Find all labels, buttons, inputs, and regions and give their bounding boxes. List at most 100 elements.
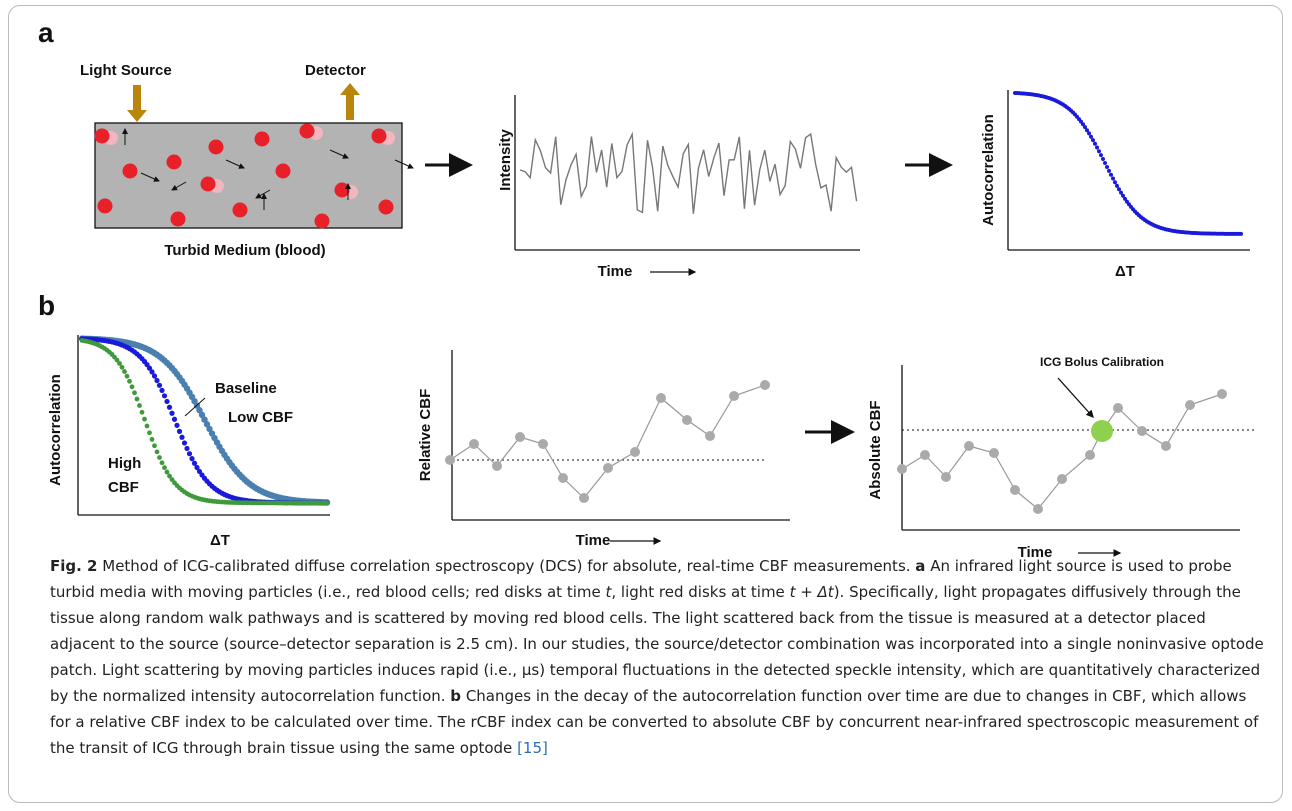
line	[184, 397, 206, 417]
label: High	[108, 455, 141, 472]
cell	[299, 123, 315, 139]
line	[1057, 377, 1094, 418]
dot	[1101, 157, 1105, 162]
dot	[1113, 180, 1117, 185]
label: Detector	[305, 62, 366, 79]
label: CBF	[108, 479, 139, 496]
cell	[334, 182, 350, 198]
dot	[159, 387, 165, 394]
dot	[1123, 196, 1127, 201]
dot	[1089, 134, 1093, 139]
point	[579, 493, 589, 503]
point	[603, 463, 613, 473]
dot	[194, 464, 200, 471]
dot	[1087, 131, 1091, 136]
point	[1057, 474, 1067, 484]
panel-label: b	[38, 290, 55, 321]
caption-text: Method of ICG-calibrated diffuse correla…	[97, 557, 916, 575]
dot	[1081, 122, 1085, 127]
dot	[122, 369, 127, 374]
dot	[156, 382, 163, 388]
dot	[157, 455, 162, 460]
cell	[314, 213, 330, 229]
point	[469, 439, 479, 449]
axis-label: Autocorrelation	[47, 374, 64, 486]
dot	[132, 390, 137, 396]
point	[1185, 400, 1195, 410]
caption-text: ). Specifically, light propagates diffus…	[50, 583, 1264, 705]
dot	[117, 361, 122, 366]
label: Light Source	[80, 62, 172, 79]
point	[515, 432, 525, 442]
reference-link[interactable]: [15]	[517, 739, 548, 757]
dot	[159, 460, 165, 466]
line	[394, 159, 414, 169]
line	[225, 159, 245, 169]
dot	[1115, 183, 1119, 188]
dot	[144, 423, 150, 429]
dot	[198, 411, 206, 419]
dot	[161, 393, 168, 399]
axis-label: Time	[576, 532, 611, 549]
cell	[122, 163, 138, 179]
point	[445, 455, 455, 465]
dot	[149, 437, 155, 442]
dot	[164, 398, 170, 405]
dot	[1121, 193, 1125, 198]
dot	[176, 428, 183, 434]
dot	[162, 465, 167, 471]
cell	[371, 128, 387, 144]
medium	[94, 122, 403, 229]
point	[941, 472, 951, 482]
dot	[1093, 141, 1097, 146]
dot	[181, 440, 188, 446]
point	[682, 415, 692, 425]
cell	[166, 154, 182, 170]
dot	[171, 416, 178, 422]
point	[656, 393, 666, 403]
axis-label: ΔT	[210, 532, 230, 549]
trend-line	[901, 393, 1223, 510]
point	[760, 380, 770, 390]
caption-text: t	[605, 583, 612, 601]
arrow	[340, 83, 360, 120]
axis-label: Intensity	[497, 129, 514, 191]
dot	[1099, 153, 1103, 158]
axis-label: Relative CBF	[417, 389, 434, 482]
dot	[1119, 190, 1123, 195]
caption-text: t + Δt	[789, 583, 834, 601]
caption-text: , light red disks at time	[611, 583, 790, 601]
dot	[1097, 149, 1101, 154]
point	[1085, 450, 1095, 460]
dot	[191, 460, 198, 466]
dot	[119, 364, 125, 370]
dot	[124, 373, 130, 379]
dot	[1095, 145, 1099, 150]
caption-text: b	[450, 687, 462, 705]
caption-text: a	[915, 557, 926, 575]
dot	[1103, 161, 1107, 165]
dot	[179, 434, 185, 440]
cell	[208, 139, 224, 155]
axis-label: Time	[1018, 544, 1053, 560]
point	[989, 448, 999, 458]
caption-label: Fig. 2	[50, 557, 98, 575]
trend-line	[449, 384, 766, 499]
dot	[134, 396, 140, 402]
point	[492, 461, 502, 471]
cell	[94, 128, 110, 144]
dot	[1105, 164, 1109, 169]
arrow	[127, 85, 147, 122]
point	[1113, 403, 1123, 413]
point	[1010, 485, 1020, 495]
label: Baseline	[215, 380, 277, 397]
dot	[1239, 231, 1243, 236]
dot	[127, 378, 132, 384]
axis-label: Autocorrelation	[980, 114, 997, 226]
label: Low CBF	[228, 409, 293, 426]
dot	[174, 422, 180, 428]
point	[1033, 504, 1043, 514]
cell	[170, 211, 186, 227]
line	[171, 181, 187, 191]
dot	[184, 445, 190, 452]
